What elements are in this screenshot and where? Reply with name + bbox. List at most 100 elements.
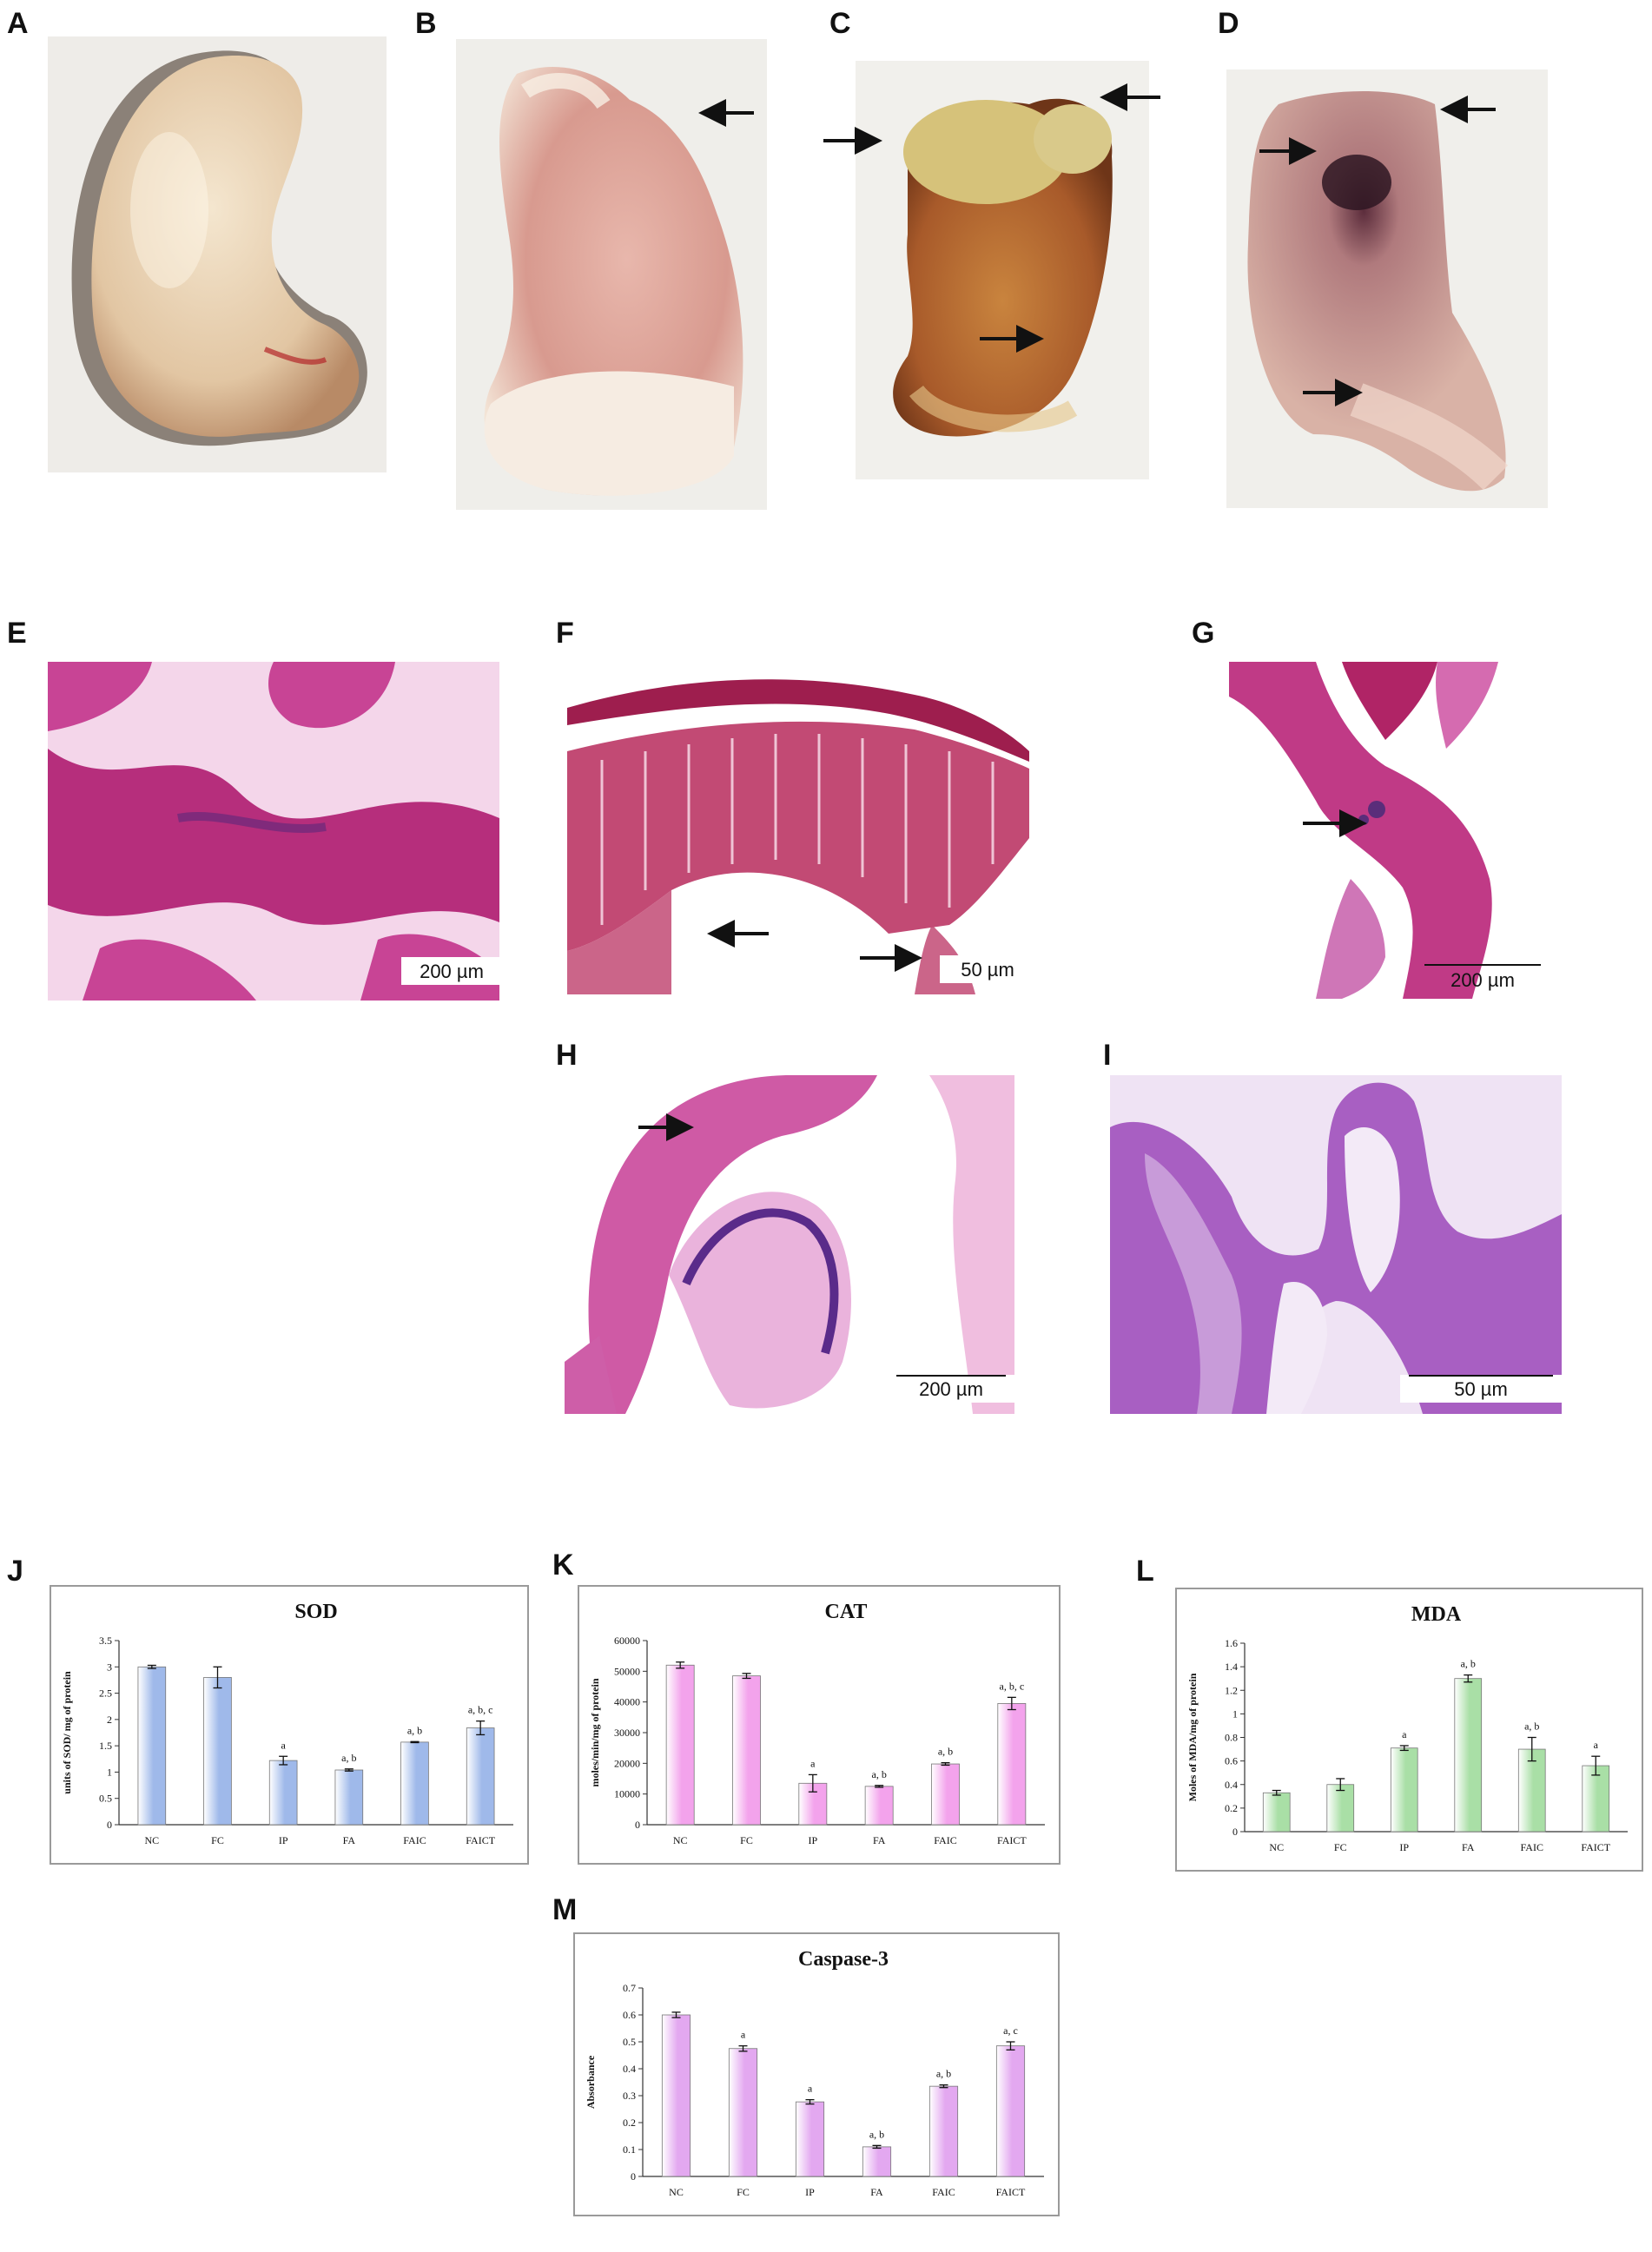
panel-label-i: I — [1103, 1039, 1112, 1072]
y-tick-label: 0.3 — [623, 2090, 636, 2102]
panel-label-m: M — [552, 1893, 578, 1926]
x-tick-label: FC — [211, 1834, 224, 1846]
scale-bar-g-label: 200 µm — [1450, 969, 1515, 991]
bar-faic — [400, 1741, 429, 1826]
histology-g — [1212, 662, 1533, 999]
scale-bar-g-line — [1424, 964, 1541, 966]
bar-faic — [1517, 1748, 1546, 1833]
photo-a-normal-stomach — [48, 36, 387, 472]
y-tick-label: 1 — [1232, 1707, 1238, 1720]
histology-e — [48, 662, 499, 1001]
photo-d-treated-stomach — [1226, 69, 1548, 508]
bar-fc — [732, 1675, 761, 1826]
y-tick-label: 0.4 — [1225, 1779, 1238, 1791]
x-tick-label: FA — [343, 1834, 356, 1846]
panel-label-g: G — [1192, 617, 1215, 650]
y-tick-label: 1.4 — [1225, 1661, 1238, 1673]
y-tick-label: 0 — [635, 1819, 640, 1831]
photo-c-ulcerated-stomach — [856, 61, 1149, 479]
x-tick-label: FA — [870, 2186, 883, 2198]
x-tick-label: FAICT — [466, 1834, 495, 1846]
x-tick-label: FC — [737, 2186, 750, 2198]
y-tick-label: 60000 — [614, 1635, 640, 1647]
x-tick-label: FC — [1334, 1841, 1347, 1853]
y-axis-label: Absorbance — [585, 2055, 597, 2109]
significance-label: a — [741, 2029, 746, 2041]
chart-l-svg: MDA Moles of MDA/mg of protein 0 0.2 0.4 0.6 0… — [1186, 1603, 1628, 1853]
histology-f — [567, 664, 1029, 994]
y-tick-label: 0.5 — [623, 2036, 636, 2048]
bar-faic — [931, 1763, 960, 1826]
bar-faic — [928, 2085, 959, 2177]
y-tick-label: 50000 — [614, 1665, 640, 1677]
panel-label-e: E — [7, 617, 27, 650]
y-tick-label: 0.2 — [1225, 1802, 1238, 1814]
y-tick-label: 0 — [631, 2170, 636, 2183]
significance-label: a, b, c — [468, 1704, 493, 1716]
chart-k-cat: CAT moles/min/mg of protein 0 10000 20000 300… — [578, 1585, 1061, 1865]
x-tick-label: NC — [669, 2186, 684, 2198]
scale-bar-i-label: 50 µm — [1454, 1378, 1508, 1400]
y-tick-label: 1.2 — [1225, 1684, 1238, 1696]
bar-nc — [665, 1664, 695, 1826]
significance-label: a — [1402, 1728, 1407, 1740]
y-tick-label: 10000 — [614, 1788, 640, 1800]
significance-label: a — [1594, 1739, 1599, 1751]
chart-m-svg: Caspase-3 Absorbance 0 0.1 0.2 0.3 0.4 0.5 0.6 0.… — [585, 1948, 1044, 2198]
significance-label: a, b — [407, 1724, 422, 1736]
significance-label: a, b — [1461, 1658, 1476, 1670]
bar-faict — [995, 2045, 1026, 2177]
significance-label: a — [808, 2083, 813, 2095]
panel-label-a: A — [7, 7, 29, 40]
scale-bar-i-line — [1409, 1375, 1553, 1377]
x-tick-label: FA — [1462, 1841, 1475, 1853]
photo-b-ulcerated-stomach — [456, 39, 767, 510]
y-tick-label: 0.4 — [623, 2063, 636, 2075]
y-tick-label: 0.6 — [623, 2009, 636, 2021]
x-tick-label: IP — [1399, 1841, 1409, 1853]
y-tick-label: 0 — [1232, 1826, 1238, 1838]
panel-label-k: K — [552, 1549, 574, 1582]
x-tick-label: FAICT — [997, 1834, 1027, 1846]
y-axis-label: units of SOD/ mg of protein — [61, 1671, 73, 1794]
scale-bar-i: 50 µm — [1400, 1375, 1562, 1403]
significance-label: a, c — [1003, 2024, 1018, 2037]
y-tick-label: 2 — [107, 1714, 112, 1726]
bar-fa — [1454, 1678, 1483, 1833]
x-tick-label: FA — [873, 1834, 886, 1846]
x-tick-label: FAICT — [996, 2186, 1026, 2198]
bar-fa — [334, 1769, 364, 1826]
scale-bar-e-label: 200 µm — [420, 961, 484, 982]
y-tick-label: 1.6 — [1225, 1637, 1238, 1649]
y-tick-label: 30000 — [614, 1727, 640, 1739]
y-tick-label: 20000 — [614, 1757, 640, 1769]
x-tick-label: FAIC — [934, 1834, 956, 1846]
bar-nc — [661, 2014, 691, 2177]
significance-label: a, b — [938, 1746, 953, 1758]
significance-label: a — [810, 1757, 816, 1769]
panel-label-c: C — [829, 7, 851, 40]
x-tick-label: IP — [805, 2186, 815, 2198]
x-tick-label: FAIC — [1521, 1841, 1543, 1853]
bar-fc — [203, 1677, 232, 1826]
bar-faict — [997, 1703, 1027, 1826]
y-tick-label: 0.6 — [1225, 1755, 1238, 1767]
x-tick-label: FAIC — [403, 1834, 426, 1846]
scale-bar-f: 50 µm — [940, 955, 1035, 983]
panel-label-j: J — [7, 1555, 23, 1588]
y-tick-label: 40000 — [614, 1696, 640, 1708]
scale-bar-e: 200 µm — [401, 957, 502, 985]
x-tick-label: IP — [808, 1834, 817, 1846]
bar-fc — [728, 2048, 758, 2177]
y-tick-label: 1 — [107, 1766, 112, 1778]
bar-ip — [1390, 1747, 1418, 1833]
bar-nc — [137, 1666, 167, 1826]
chart-title: Caspase-3 — [798, 1948, 889, 1971]
y-tick-label: 3 — [107, 1661, 112, 1673]
significance-label: a, b — [341, 1752, 356, 1764]
significance-label: a, b, c — [1000, 1680, 1025, 1692]
y-axis-label: moles/min/mg of protein — [589, 1678, 601, 1786]
y-tick-label: 1.5 — [99, 1740, 112, 1752]
bar-fa — [864, 1786, 894, 1826]
scale-bar-h-label: 200 µm — [919, 1378, 983, 1400]
